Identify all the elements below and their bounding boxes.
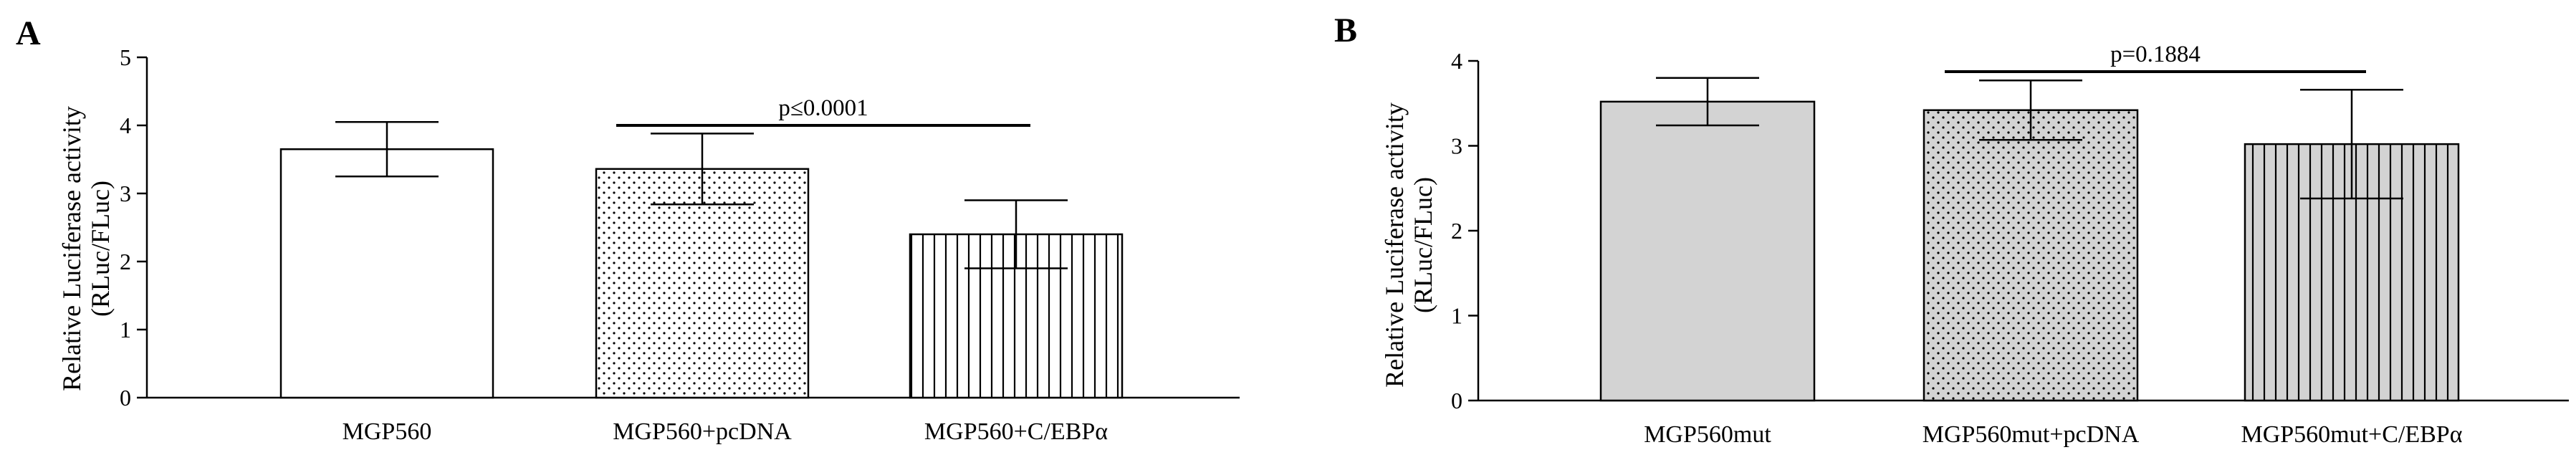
- panel-a-y-tick-label: 5: [120, 44, 131, 70]
- panel-b-ylabel-line2: (RLuc/FLuc): [1409, 177, 1437, 313]
- panel-a-y-tick-label: 3: [120, 181, 131, 206]
- panel-b-plot-area: 0 1 2 3 4 MGP560mut MGP560mut+pcDNA MGP560mut+C…: [1451, 42, 2569, 448]
- panel-a-bar: [595, 168, 810, 399]
- panel-b-category-label: MGP560mut+pcDNA: [1923, 421, 2140, 448]
- panel-a-y-tick-label: 1: [120, 317, 131, 342]
- panel-a-y-tick-label: 0: [120, 385, 131, 411]
- panel-a-ylabel-line1: Relative Luciferase activity: [57, 106, 86, 391]
- panel-b-y-tick-label: 3: [1451, 133, 1462, 159]
- panel-a-category-label: MGP560+C/EBPα: [924, 418, 1108, 445]
- panel-b-significance-label: p=0.1884: [2110, 42, 2201, 67]
- panel-b-y-tick-label: 2: [1451, 218, 1462, 244]
- panel-b-y-tick-label: 0: [1451, 388, 1462, 413]
- panel-b-bar: [1599, 100, 1816, 402]
- panel-b-category-label: MGP560mut: [1644, 421, 1771, 448]
- panel-b-ylabel-line1: Relative Luciferase activity: [1380, 102, 1409, 388]
- panel-b-y-tick-label: 4: [1451, 48, 1462, 74]
- panel-b-y-tick-label: 1: [1451, 303, 1462, 329]
- panel-a-y-tick-label: 4: [120, 112, 131, 138]
- panel-a-label: A: [16, 14, 41, 52]
- panel-b-bar: [1923, 109, 2139, 402]
- panel-a-category-label: MGP560+pcDNA: [613, 418, 792, 445]
- panel-a-plot-area: 0 1 2 3 4 5 MGP560 MGP560+pcDNA MGP560+C/EBPα p≤0…: [120, 44, 1240, 445]
- panel-a: A Relative Luciferase activity (RLuc/FLu…: [16, 14, 1240, 445]
- panel-b: B Relative Luciferase activity (RLuc/FLu…: [1334, 11, 2569, 448]
- panel-a-bar: [279, 148, 494, 399]
- panel-a-y-tick-label: 2: [120, 249, 131, 274]
- panel-a-significance-label: p≤0.0001: [778, 95, 868, 121]
- panel-a-category-label: MGP560: [343, 418, 432, 445]
- panel-b-category-label: MGP560mut+C/EBPα: [2241, 421, 2462, 448]
- panel-b-label: B: [1334, 11, 1357, 49]
- panel-a-ylabel-line2: (RLuc/FLuc): [86, 181, 115, 317]
